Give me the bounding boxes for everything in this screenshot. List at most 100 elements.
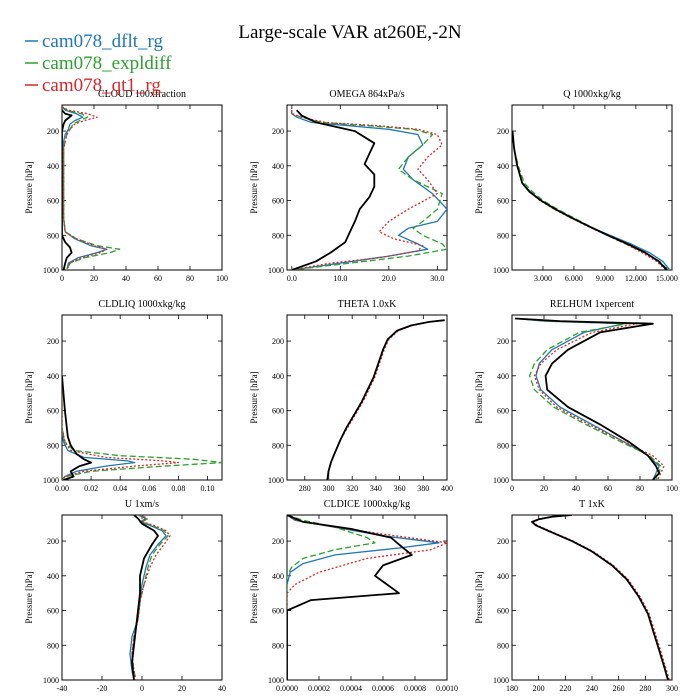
x-tick-label: 0.02	[84, 484, 98, 493]
x-tick-label: 300	[666, 684, 678, 693]
x-tick-label: 0.0008	[404, 684, 426, 693]
y-axis-label: Pressure [hPa]	[474, 161, 484, 213]
y-tick-label: 1000	[268, 476, 284, 485]
x-tick-label: 30.0	[430, 274, 444, 283]
x-tick-label: 0	[140, 684, 144, 693]
x-tick-label: 20	[90, 274, 98, 283]
y-tick-label: 600	[272, 407, 284, 416]
x-tick-label: 3.000	[534, 274, 552, 283]
panel-3: CLDLIQ 1000xkg/kg Pressure [hPa] 200 400 600…	[24, 299, 223, 493]
panel-title: CLDLIQ 1000xkg/kg	[99, 299, 186, 310]
panel-title: Q 1000xkg/kg	[563, 89, 621, 100]
x-tick-label: 10.0	[333, 274, 347, 283]
y-tick-label: 1000	[268, 676, 284, 685]
x-tick-label: -40	[57, 684, 68, 693]
x-tick-label: 360	[394, 484, 406, 493]
y-tick-label: 200	[47, 127, 59, 136]
x-tick-label: 280	[639, 684, 651, 693]
y-axis-label: Pressure [hPa]	[249, 371, 259, 423]
y-tick-label: 600	[272, 607, 284, 616]
y-tick-label: 1000	[493, 476, 509, 485]
figure-title: Large-scale VAR at260E,-2N	[238, 22, 461, 43]
y-axis-label: Pressure [hPa]	[249, 161, 259, 213]
series-line-3	[62, 109, 73, 270]
x-tick-label: 320	[346, 484, 358, 493]
x-tick-label: 260	[613, 684, 625, 693]
series-line-0	[129, 515, 167, 680]
axis-frame	[61, 314, 223, 481]
series-line-2	[327, 319, 445, 480]
series-line-0	[62, 106, 108, 270]
series-line-2	[287, 515, 447, 680]
y-tick-label: 400	[47, 572, 59, 581]
y-tick-label: 400	[497, 162, 509, 171]
legend-entry: cam078_expldiff	[42, 53, 172, 74]
panel-title: RELHUM 1xpercent	[550, 299, 634, 310]
x-tick-label: 340	[370, 484, 382, 493]
series-line-1	[512, 131, 669, 270]
y-tick-label: 400	[47, 162, 59, 171]
x-tick-label: 0	[60, 274, 64, 283]
y-tick-label: 1000	[268, 266, 284, 275]
series-line-3	[62, 375, 92, 480]
y-tick-label: 800	[272, 441, 284, 450]
series-line-1	[287, 515, 376, 680]
y-tick-label: 400	[272, 162, 284, 171]
x-tick-label: 0	[510, 484, 514, 493]
y-axis-label: Pressure [hPa]	[474, 371, 484, 423]
x-tick-label: 100	[666, 484, 678, 493]
x-tick-label: 20.0	[382, 274, 396, 283]
x-tick-label: 80	[186, 274, 194, 283]
panel-title: THETA 1.0xK	[338, 299, 397, 310]
series-line-1	[515, 317, 662, 480]
y-tick-label: 200	[272, 537, 284, 546]
y-tick-label: 200	[47, 537, 59, 546]
y-axis-label: Pressure [hPa]	[474, 571, 484, 623]
x-tick-label: 0.08	[171, 484, 185, 493]
y-tick-label: 800	[272, 231, 284, 240]
y-tick-label: 1000	[493, 266, 509, 275]
y-tick-label: 400	[272, 572, 284, 581]
axis-frame	[61, 104, 223, 271]
x-tick-label: 6.000	[565, 274, 583, 283]
series-line-2	[291, 110, 443, 270]
series-line-2	[515, 317, 665, 480]
x-tick-label: 0.00	[55, 484, 69, 493]
x-tick-label: 60	[604, 484, 612, 493]
y-tick-label: 600	[497, 197, 509, 206]
y-axis-label: Pressure [hPa]	[249, 571, 259, 623]
panel-title: CLOUD 100xfraction	[98, 89, 186, 100]
legend: cam078_dflt_rgcam078_expldiffcam078_qt1_…	[25, 31, 172, 96]
x-tick-label: 0.0010	[436, 684, 458, 693]
y-axis-label: Pressure [hPa]	[24, 571, 34, 623]
y-tick-label: 200	[497, 127, 509, 136]
y-tick-label: 1000	[43, 676, 59, 685]
y-tick-label: 400	[497, 572, 509, 581]
y-tick-label: 600	[47, 197, 59, 206]
panel-title: T 1xK	[579, 499, 605, 510]
y-tick-label: 600	[47, 407, 59, 416]
y-tick-label: 200	[47, 337, 59, 346]
panel-7: CLDICE 1000xkg/kg Pressure [hPa] 200 400 600…	[249, 499, 458, 693]
x-tick-label: 180	[506, 684, 518, 693]
y-tick-label: 800	[47, 641, 59, 650]
series-line-3	[131, 515, 159, 680]
series-line-1	[531, 515, 669, 680]
series-line-1	[291, 110, 447, 270]
series-line-2	[62, 106, 108, 270]
x-tick-label: 0.0004	[340, 684, 362, 693]
series-line-0	[62, 375, 136, 480]
x-tick-label: 0.10	[200, 484, 214, 493]
axis-frame	[511, 104, 673, 271]
x-tick-label: 380	[417, 484, 429, 493]
y-axis-label: Pressure [hPa]	[24, 161, 34, 213]
x-tick-label: 280	[299, 484, 311, 493]
x-tick-label: 40	[218, 684, 226, 693]
x-tick-label: 15.000	[656, 274, 678, 283]
axis-frame	[286, 514, 448, 681]
y-tick-label: 800	[497, 641, 509, 650]
